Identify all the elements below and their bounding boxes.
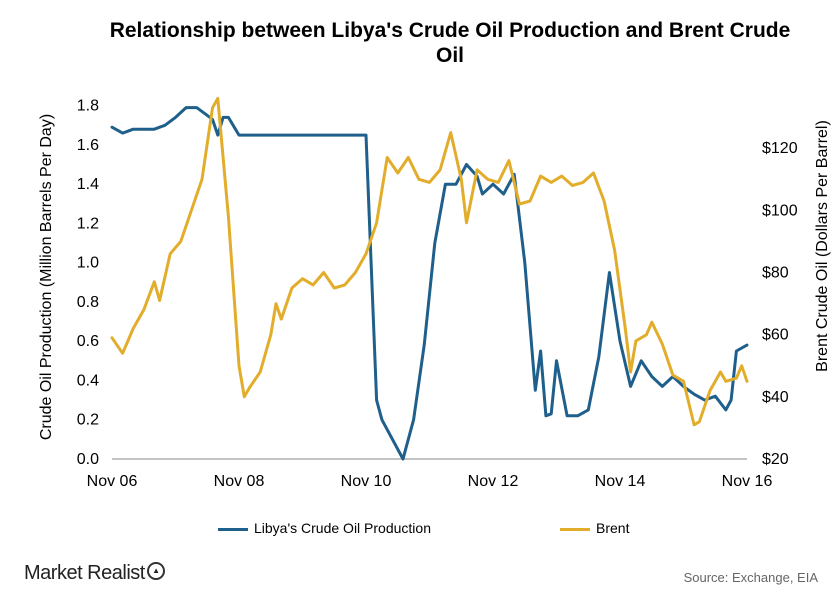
brand-text: Market Realist — [24, 562, 145, 584]
y-left-tick-label: 0.8 — [77, 294, 99, 311]
x-tick-label: Nov 10 — [341, 473, 392, 490]
y-right-tick-label: $20 — [762, 451, 789, 468]
y-left-tick-label: 1.0 — [77, 255, 99, 272]
chart-series — [110, 96, 749, 461]
legend-item-brent: Brent — [560, 520, 629, 536]
brand-logo: Market Realist ▲ — [24, 562, 165, 585]
y-right-tick-label: $100 — [762, 202, 798, 219]
y-left-tick-label: 1.8 — [77, 98, 99, 115]
y-right-tick-label: $80 — [762, 265, 789, 282]
y-left-tick-label: 1.6 — [77, 137, 99, 154]
y-left-tick-label: 0.4 — [77, 372, 99, 389]
x-tick-label: Nov 12 — [468, 473, 519, 490]
y-right-tick-label: $120 — [762, 140, 798, 157]
series-line-brent — [110, 96, 749, 427]
y-left-tick-label: 1.4 — [77, 176, 99, 193]
legend-label-brent: Brent — [596, 520, 630, 536]
x-tick-label: Nov 16 — [722, 473, 773, 490]
chart-title: Relationship between Libya's Crude Oil P… — [109, 19, 791, 67]
magnifier-chart-icon: ▲ — [146, 562, 165, 580]
legend-label-libya: Libya's Crude Oil Production — [254, 520, 431, 536]
x-tick-label: Nov 14 — [595, 473, 646, 490]
legend-item-libya: Libya's Crude Oil Production — [218, 520, 431, 536]
chart-axes: 0.0 0.2 0.4 0.6 0.8 1.0 1.2 1.4 1.6 1.8 $20 $40 $60 $… — [77, 98, 798, 490]
y-left-tick-label: 0.6 — [77, 333, 99, 350]
y-right-tick-label: $40 — [762, 389, 789, 406]
x-tick-label: Nov 08 — [214, 473, 265, 490]
x-tick-label: Nov 06 — [87, 473, 138, 490]
legend-swatch-libya — [218, 527, 248, 531]
y-left-tick-label: 0.2 — [77, 412, 99, 429]
y-left-tick-label: 0.0 — [77, 451, 99, 468]
legend-swatch-brent — [560, 527, 590, 531]
series-line-libya — [110, 106, 749, 461]
y-left-tick-label: 1.2 — [77, 215, 99, 232]
source-note: Source: Exchange, EIA — [683, 570, 818, 585]
y-right-tick-label: $60 — [762, 327, 789, 344]
